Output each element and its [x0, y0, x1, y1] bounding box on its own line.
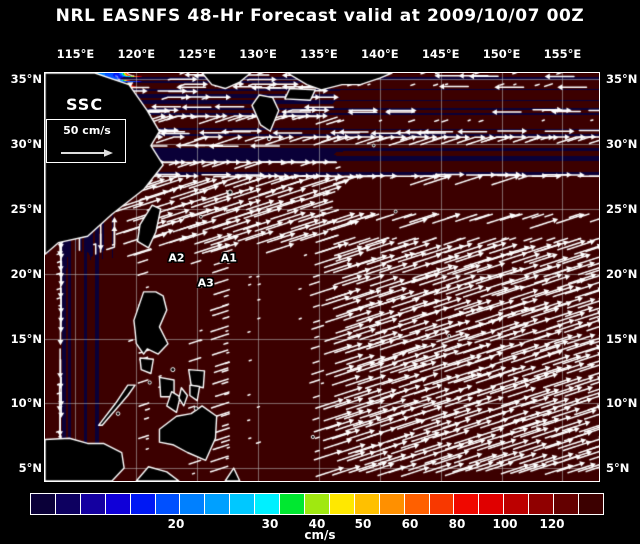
lon-tick-label: 150°E: [482, 47, 521, 61]
ocean-current-speed-field: [45, 73, 599, 481]
vector-scale-legend: 50 cm/s: [46, 119, 126, 163]
lat-tick-label-left: 30°N: [10, 137, 42, 152]
colorbar-tick-label: 40: [308, 517, 326, 531]
colorbar-segment: [379, 494, 405, 514]
colorbar-segment: [529, 494, 555, 514]
lat-tick-label-left: 25°N: [10, 202, 42, 216]
eddy-annotation-a2: A2: [168, 251, 185, 265]
colorbar-tick-label: 120: [539, 517, 565, 531]
lon-tick-label: 130°E: [239, 47, 277, 61]
colorbar-segment: [454, 494, 480, 514]
map-plot-area: [44, 72, 600, 482]
lon-tick-label: 155°E: [543, 47, 582, 61]
eddy-annotation-a1: A1: [220, 251, 237, 265]
lat-tick-label-left: 15°N: [10, 331, 42, 346]
colorbar-tick-label: 20: [167, 517, 185, 531]
lon-tick-label: 140°E: [361, 47, 399, 61]
colorbar-segment: [504, 494, 530, 514]
colorbar-segment: [80, 494, 106, 514]
page-title: NRL EASNFS 48-Hr Forecast valid at 2009/…: [55, 6, 585, 26]
lon-tick-label: 115°E: [56, 47, 95, 61]
lat-tick-label-right: 15°N: [606, 331, 638, 346]
colorbar-segment: [429, 494, 455, 514]
colorbar-segment: [578, 494, 603, 514]
right-arrow-icon: [61, 149, 113, 157]
lat-tick-label-right: 5°N: [606, 461, 630, 476]
colorbar-segment: [130, 494, 156, 514]
colorbar-segment: [554, 494, 579, 514]
lat-tick-label-right: 30°N: [606, 137, 638, 152]
colorbar-segment: [105, 494, 131, 514]
lon-tick-label: 145°E: [421, 47, 460, 61]
lat-tick-label-right: 20°N: [606, 266, 638, 281]
colorbar-segment: [180, 494, 206, 514]
lon-tick-label: 125°E: [178, 47, 216, 61]
colorbar-segment: [255, 494, 281, 514]
colorbar-segment: [329, 494, 355, 514]
colorbar-segment: [31, 494, 56, 514]
lat-tick-label-left: 5°N: [18, 461, 42, 476]
colorbar-segment: [205, 494, 231, 514]
colorbar-segment: [280, 494, 305, 514]
lat-tick-label-left: 35°N: [10, 72, 42, 87]
colorbar-segment: [230, 494, 256, 514]
colorbar-segment: [354, 494, 380, 514]
colorbar-tick-label: 30: [261, 517, 279, 531]
colorbar-segment: [479, 494, 505, 514]
lat-tick-label-right: 25°N: [606, 202, 638, 216]
colorbar-tick-label: 80: [448, 517, 466, 531]
lat-tick-label-right: 10°N: [606, 396, 638, 411]
colorbar-tick-label: 100: [492, 517, 518, 531]
eddy-annotation-a3: A3: [197, 276, 214, 290]
lon-tick-label: 120°E: [117, 47, 156, 61]
colorbar-segment: [155, 494, 181, 514]
colorbar-unit-label: cm/s: [304, 528, 336, 542]
colorbar-segment: [304, 494, 330, 514]
field-label-ssc: SSC: [66, 95, 104, 114]
colorbar-tick-label: 50: [354, 517, 372, 531]
colorbar-tick-label: 60: [401, 517, 419, 531]
colorbar-segment: [55, 494, 81, 514]
colorbar: [30, 493, 604, 515]
colorbar-segment: [404, 494, 430, 514]
lat-tick-label-left: 10°N: [10, 396, 42, 411]
vector-scale-label: 50 cm/s: [63, 124, 111, 137]
lat-tick-label-right: 35°N: [606, 72, 638, 87]
lat-tick-label-left: 20°N: [10, 266, 42, 281]
lon-tick-label: 135°E: [300, 47, 338, 61]
